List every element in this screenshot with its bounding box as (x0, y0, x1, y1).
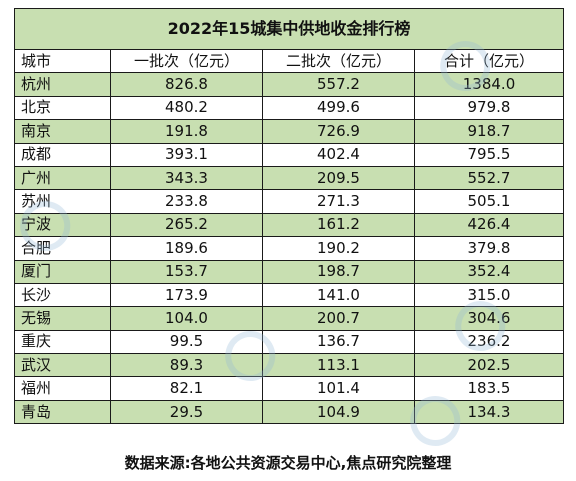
batch1-cell: 233.8 (110, 189, 263, 214)
table-row: 杭州 826.8 557.2 1384.0 (14, 72, 564, 97)
table-row: 福州 82.1 101.4 183.5 (14, 376, 564, 401)
city-cell: 武汉 (14, 353, 111, 378)
header-row: 城市 一批次（亿元） 二批次（亿元） 合计（亿元） (14, 48, 564, 74)
table-row: 重庆 99.5 136.7 236.2 (14, 329, 564, 355)
batch1-cell: 82.1 (110, 376, 263, 401)
table-row: 青岛 29.5 104.9 134.3 (14, 399, 564, 425)
batch1-cell: 104.0 (110, 306, 263, 331)
source-note: 数据来源:各地公共资源交易中心,焦点研究院整理 (124, 454, 452, 472)
batch2-cell: 161.2 (262, 212, 415, 238)
batch1-cell: 89.3 (110, 353, 263, 378)
table-row: 厦门 153.7 198.7 352.4 (14, 259, 564, 284)
column-header-batch1: 一批次（亿元） (110, 48, 263, 74)
batch2-cell: 190.2 (262, 236, 415, 261)
total-cell: 505.1 (414, 189, 564, 214)
city-cell: 广州 (14, 165, 111, 191)
total-cell: 426.4 (414, 212, 564, 238)
table-row: 广州 343.3 209.5 552.7 (14, 165, 564, 191)
batch1-cell: 99.5 (110, 329, 263, 355)
batch1-cell: 343.3 (110, 165, 263, 191)
batch2-cell: 141.0 (262, 282, 415, 308)
column-header-total: 合计（亿元） (414, 48, 564, 74)
table-row: 无锡 104.0 200.7 304.6 (14, 306, 564, 331)
batch1-cell: 153.7 (110, 259, 263, 284)
city-cell: 宁波 (14, 212, 111, 238)
city-cell: 成都 (14, 142, 111, 167)
city-cell: 北京 (14, 95, 111, 121)
title-row: 2022年15城集中供地收金排行榜 (14, 8, 564, 50)
table-row: 南京 191.8 726.9 918.7 (14, 119, 564, 144)
table-row: 苏州 233.8 271.3 505.1 (14, 189, 564, 214)
city-cell: 重庆 (14, 329, 111, 355)
total-cell: 918.7 (414, 119, 564, 144)
city-cell: 苏州 (14, 189, 111, 214)
total-cell: 134.3 (414, 399, 564, 425)
total-cell: 552.7 (414, 165, 564, 191)
column-header-city: 城市 (14, 48, 111, 74)
batch2-cell: 104.9 (262, 399, 415, 425)
batch2-cell: 557.2 (262, 72, 415, 97)
total-cell: 979.8 (414, 95, 564, 121)
batch2-cell: 101.4 (262, 376, 415, 401)
total-cell: 795.5 (414, 142, 564, 167)
batch1-cell: 480.2 (110, 95, 263, 121)
table-row: 成都 393.1 402.4 795.5 (14, 142, 564, 167)
city-cell: 福州 (14, 376, 111, 401)
table-title: 2022年15城集中供地收金排行榜 (14, 8, 564, 50)
batch2-cell: 726.9 (262, 119, 415, 144)
table-row: 合肥 189.6 190.2 379.8 (14, 236, 564, 261)
city-cell: 南京 (14, 119, 111, 144)
batch1-cell: 265.2 (110, 212, 263, 238)
table-row: 宁波 265.2 161.2 426.4 (14, 212, 564, 238)
city-cell: 无锡 (14, 306, 111, 331)
total-cell: 183.5 (414, 376, 564, 401)
city-cell: 合肥 (14, 236, 111, 261)
total-cell: 236.2 (414, 329, 564, 355)
column-header-batch2: 二批次（亿元） (262, 48, 415, 74)
batch1-cell: 173.9 (110, 282, 263, 308)
total-cell: 352.4 (414, 259, 564, 284)
batch2-cell: 200.7 (262, 306, 415, 331)
table-row: 北京 480.2 499.6 979.8 (14, 95, 564, 121)
table-row: 长沙 173.9 141.0 315.0 (14, 282, 564, 308)
total-cell: 315.0 (414, 282, 564, 308)
ranking-table: 2022年15城集中供地收金排行榜 城市 一批次（亿元） 二批次（亿元） 合计（… (14, 8, 564, 425)
city-cell: 长沙 (14, 282, 111, 308)
total-cell: 379.8 (414, 236, 564, 261)
city-cell: 杭州 (14, 72, 111, 97)
total-cell: 202.5 (414, 353, 564, 378)
batch2-cell: 271.3 (262, 189, 415, 214)
table-row: 武汉 89.3 113.1 202.5 (14, 353, 564, 378)
city-cell: 厦门 (14, 259, 111, 284)
batch2-cell: 402.4 (262, 142, 415, 167)
batch1-cell: 29.5 (110, 399, 263, 425)
batch1-cell: 189.6 (110, 236, 263, 261)
total-cell: 304.6 (414, 306, 564, 331)
batch2-cell: 136.7 (262, 329, 415, 355)
batch2-cell: 198.7 (262, 259, 415, 284)
city-cell: 青岛 (14, 399, 111, 425)
batch1-cell: 393.1 (110, 142, 263, 167)
batch1-cell: 191.8 (110, 119, 263, 144)
total-cell: 1384.0 (414, 72, 564, 97)
batch2-cell: 499.6 (262, 95, 415, 121)
batch2-cell: 113.1 (262, 353, 415, 378)
batch1-cell: 826.8 (110, 72, 263, 97)
batch2-cell: 209.5 (262, 165, 415, 191)
